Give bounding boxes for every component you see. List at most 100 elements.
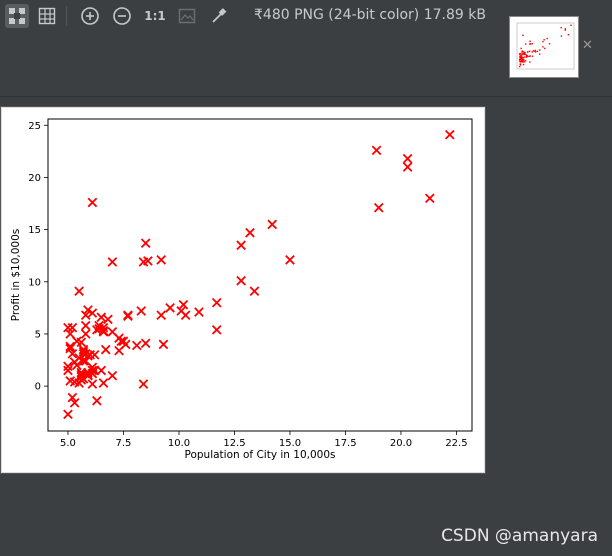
x-tick-label: 7.5 <box>116 438 132 449</box>
toolbar-separator <box>66 6 67 26</box>
scatter-point <box>78 373 89 384</box>
thumbnail-point <box>522 59 524 61</box>
zoom-in-icon-glyph <box>81 7 99 25</box>
scatter-point <box>176 306 187 316</box>
thumbnail-point <box>543 39 545 41</box>
actual-size-button[interactable]: 1:1 <box>144 9 166 23</box>
thumbnail-point <box>518 59 521 61</box>
thumbnail-point <box>519 56 521 58</box>
thumbnail-point <box>538 49 541 51</box>
x-tick-label: 10.0 <box>168 438 190 449</box>
y-axis-label: Profit in $10,000s <box>10 229 22 322</box>
thumbnail-point <box>531 55 534 57</box>
scatter-point <box>98 327 109 337</box>
thumbnail-point <box>544 47 546 50</box>
x-tick-label: 22.5 <box>445 438 467 449</box>
scatter-point <box>140 238 151 249</box>
scatter-point <box>156 255 167 265</box>
x-tick-label: 17.5 <box>334 438 356 449</box>
thumbnail-point <box>560 35 563 37</box>
scatter-point <box>156 310 167 321</box>
fit-icon[interactable] <box>5 4 29 28</box>
thumbnail-point <box>520 55 523 57</box>
scatter-point <box>107 370 118 381</box>
scatter-point <box>249 286 260 297</box>
watermark: CSDN @amanyara <box>441 526 598 546</box>
scatter-point <box>285 255 295 265</box>
scatter-point <box>76 337 87 348</box>
scatter-point <box>131 340 142 351</box>
thumbnail-point <box>519 56 521 59</box>
y-tick-label: 20 <box>28 173 41 184</box>
thumbnail-point <box>519 53 521 55</box>
thumbnail-point <box>524 43 527 45</box>
scatter-point <box>123 311 133 322</box>
y-tick-label: 15 <box>28 225 41 236</box>
scatter-point <box>87 308 98 318</box>
scatter-point <box>100 344 111 355</box>
scatter-point <box>373 202 384 213</box>
fit-icon-glyph <box>9 8 25 24</box>
image-info: ₹480 PNG (24-bit color) 17.89 kB <box>254 7 486 23</box>
scatter-point <box>424 193 435 204</box>
image-thumbnail[interactable] <box>509 16 579 78</box>
y-tick-label: 10 <box>28 277 41 288</box>
thumbnail-point <box>567 33 570 36</box>
background-icon-glyph <box>178 8 196 24</box>
zoom-in-icon[interactable] <box>78 4 102 28</box>
plot-area <box>47 118 473 432</box>
scatter-point <box>98 378 109 388</box>
scatter-point <box>158 339 169 350</box>
thumbnail-point <box>529 55 531 57</box>
scatter-point <box>67 348 78 359</box>
scatter-point <box>80 320 91 331</box>
thumbnail-point <box>534 50 536 53</box>
scatter-point <box>371 145 382 156</box>
scatter-point <box>245 227 255 238</box>
thumbnail-point <box>524 56 526 58</box>
thumbnail-point <box>522 34 524 37</box>
thumbnail-point <box>523 61 526 63</box>
thumbnail-point <box>521 60 523 63</box>
thumbnail-point <box>531 51 533 53</box>
background-icon[interactable] <box>175 4 199 28</box>
scatter-point <box>83 351 93 361</box>
grid-icon[interactable] <box>35 4 59 28</box>
thumbnail-point <box>542 40 544 43</box>
color-picker-icon[interactable] <box>207 4 231 28</box>
thumbnail-point <box>523 51 525 53</box>
thumbnail-point <box>534 49 536 52</box>
thumbnail-point <box>519 63 521 65</box>
thumbnail-point <box>528 55 530 58</box>
scatter-point <box>63 361 73 372</box>
thumbnail-point <box>536 50 538 53</box>
scatter-point <box>69 397 80 408</box>
thumbnail-point <box>519 53 521 56</box>
x-tick-label: 12.5 <box>223 438 245 449</box>
scatter-point <box>267 219 278 230</box>
thumbnail-point <box>546 37 548 40</box>
scatter-point <box>63 409 73 420</box>
thumbnail-point <box>529 43 532 45</box>
scatter-point <box>211 324 222 335</box>
scatter-point <box>140 338 151 349</box>
thumbnail-point <box>529 61 531 63</box>
scatter-point <box>63 365 73 376</box>
thumbnail-point <box>524 53 527 56</box>
close-icon[interactable]: ✕ <box>582 38 593 53</box>
x-tick-label: 15.0 <box>279 438 301 449</box>
thumbnail-point <box>523 59 525 61</box>
zoom-out-icon[interactable] <box>110 4 134 28</box>
color-picker-icon-glyph <box>212 8 227 23</box>
thumbnail-point <box>522 63 525 66</box>
y-tick-label: 5 <box>35 329 41 340</box>
thumbnail-point <box>560 26 562 29</box>
scatter-point <box>65 341 76 352</box>
thumbnail-point <box>527 51 529 53</box>
scatter-point <box>87 365 98 376</box>
scatter-point <box>194 307 204 317</box>
thumbnail-point <box>521 52 523 55</box>
thumbnail-point <box>526 55 528 57</box>
thumbnail-point <box>520 47 522 50</box>
scatter-point <box>103 314 113 325</box>
